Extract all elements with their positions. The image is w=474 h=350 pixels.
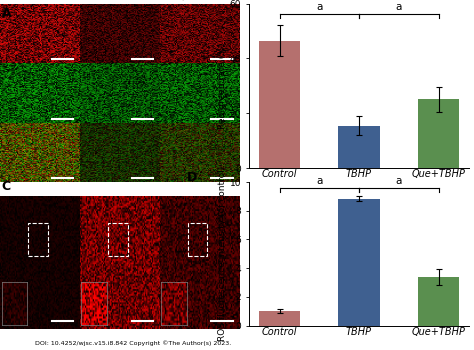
Text: D: D [187,170,197,183]
Bar [418,277,459,326]
Bar [108,223,128,256]
Bar [338,126,380,168]
Text: Control: Control [26,0,54,2]
Bar [28,223,48,256]
Text: a: a [396,176,402,186]
Bar [259,41,300,168]
Text: TBHP: TBHP [109,0,130,2]
Text: a: a [396,2,402,12]
Bar [418,99,459,168]
Text: a: a [316,176,322,186]
Bar [338,198,380,326]
Text: Que+TBHP: Que+TBHP [179,0,220,2]
Text: a: a [316,2,322,12]
Y-axis label: Red/green rate (%): Red/green rate (%) [218,43,227,129]
Bar [259,311,300,326]
Text: C: C [1,180,11,193]
Text: B: B [187,0,197,4]
Bar [188,223,208,256]
Text: A: A [1,7,11,20]
Y-axis label: ROS fluorescence intensity (of control): ROS fluorescence intensity (of control) [218,166,227,341]
Text: DOI: 10.4252/wjsc.v15.i8.842 Copyright ©The Author(s) 2023.: DOI: 10.4252/wjsc.v15.i8.842 Copyright ©… [35,341,231,346]
